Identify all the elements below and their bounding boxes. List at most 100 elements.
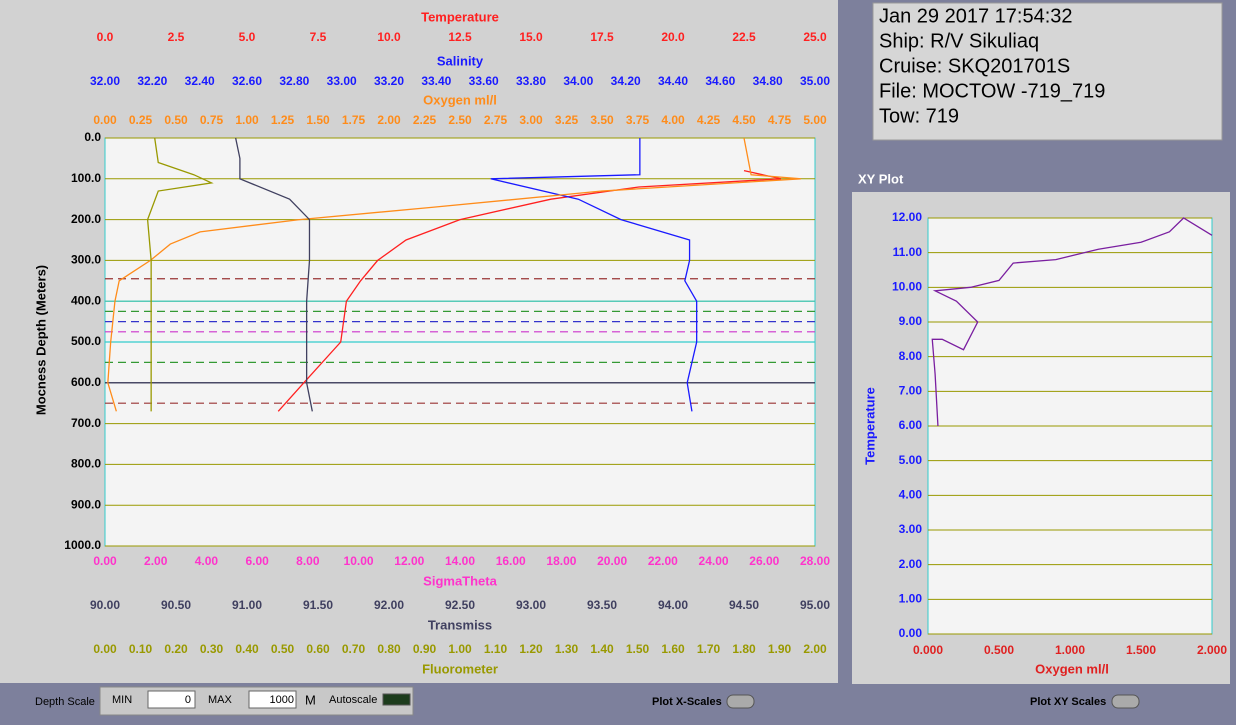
x-tick-label: 0.50 [271,642,295,656]
x-tick-label: 3.25 [555,113,579,127]
x-tick-label: 1.40 [590,642,614,656]
x-tick-label: 1.10 [484,642,508,656]
x-tick-label: 0.00 [93,554,117,568]
x-tick-label: 34.20 [611,74,641,88]
x-tick-label: 32.80 [279,74,309,88]
input-value: 1000 [270,694,294,706]
max-input[interactable] [248,690,297,709]
x-tick-label: 1.50 [306,113,330,127]
y-axis-title: Mocness Depth (Meters) [33,265,48,415]
y-tick-label: 900.0 [71,497,101,511]
x-tick-label: 34.60 [705,74,735,88]
x-tick-label: 4.00 [661,113,685,127]
x-tick-label: 0.000 [913,643,943,657]
x-tick-label: 3.50 [590,113,614,127]
x-tick-label: 1.60 [661,642,685,656]
y-tick-label: 6.00 [899,418,923,432]
x-tick-label: 1.70 [697,642,721,656]
x-tick-label: 35.00 [800,74,830,88]
y-tick-label: 0.0 [84,130,101,144]
x-tick-label: 0.40 [235,642,259,656]
x-tick-label: 4.25 [697,113,721,127]
x-tick-label: 8.00 [296,554,320,568]
x-tick-label: 34.80 [753,74,783,88]
y-tick-label: 500.0 [71,334,101,348]
x-tick-label: 94.50 [729,598,759,612]
x-tick-label: 2.00 [377,113,401,127]
x-tick-label: 33.60 [469,74,499,88]
x-tick-label: 3.75 [626,113,650,127]
toggle[interactable] [1111,694,1140,709]
label: Plot XY Scales [1030,696,1106,708]
x-tick-label: 2.00 [803,642,827,656]
y-axis-title: Temperature [862,387,877,465]
y-tick-label: 2.00 [899,557,923,571]
x-tick-label: 1.00 [448,642,472,656]
x-tick-label: 14.00 [445,554,475,568]
y-tick-label: 10.00 [892,280,922,294]
label: Autoscale [329,694,377,706]
x-tick-label: 0.20 [164,642,188,656]
y-tick-label: 11.00 [893,245,923,259]
x-tick-label: 1.75 [342,113,366,127]
x-tick-label: 1.000 [1055,643,1085,657]
x-tick-label: 33.40 [421,74,451,88]
x-tick-label: 5.0 [239,30,256,44]
y-tick-label: 1000.0 [64,538,101,552]
x-tick-label: 93.50 [587,598,617,612]
y-tick-label: 7.00 [899,384,923,398]
y-tick-label: 5.00 [899,453,923,467]
x-tick-label: 93.00 [516,598,546,612]
x-tick-label: 3.00 [519,113,543,127]
x-axis-title: Fluorometer [422,661,498,676]
x-tick-label: 0.00 [93,113,117,127]
y-tick-label: 800.0 [71,457,101,471]
x-tick-label: 2.5 [168,30,185,44]
y-tick-label: 400.0 [71,293,101,307]
x-tick-label: 12.00 [394,554,424,568]
y-tick-label: 3.00 [899,522,923,536]
x-tick-label: 24.00 [699,554,729,568]
info-line: Jan 29 2017 17:54:32 [879,5,1073,27]
x-tick-label: 6.00 [245,554,269,568]
y-tick-label: 700.0 [71,416,101,430]
x-tick-label: 22.5 [732,30,756,44]
x-tick-label: 1.80 [732,642,756,656]
x-tick-label: 4.75 [768,113,792,127]
x-tick-label: 0.60 [306,642,330,656]
data-line [931,217,1213,427]
x-tick-label: 10.0 [377,30,401,44]
y-tick-label: 300.0 [71,253,101,267]
info-line: File: MOCTOW -719_719 [879,80,1105,102]
label: Depth Scale [35,696,95,708]
x-tick-label: 32.60 [232,74,262,88]
x-tick-label: 92.50 [445,598,475,612]
x-tick-label: 16.00 [496,554,526,568]
toggle[interactable] [726,694,755,709]
x-tick-label: 0.500 [984,643,1014,657]
y-tick-label: 1.00 [899,592,923,606]
y-tick-label: 200.0 [71,212,101,226]
x-tick-label: 1.500 [1126,643,1156,657]
x-tick-label: 5.00 [803,113,827,127]
x-tick-label: 2.75 [484,113,508,127]
y-tick-label: 600.0 [71,375,101,389]
x-tick-label: 7.5 [310,30,327,44]
x-tick-label: 10.00 [344,554,374,568]
x-axis-title: Transmiss [428,617,492,632]
x-tick-label: 26.00 [749,554,779,568]
x-tick-label: 25.0 [803,30,827,44]
data-line [107,137,801,412]
x-tick-label: 94.00 [658,598,688,612]
min-input[interactable] [147,690,196,709]
x-tick-label: 2.000 [1197,643,1227,657]
x-tick-label: 34.00 [563,74,593,88]
x-tick-label: 1.30 [555,642,579,656]
x-tick-label: 34.40 [658,74,688,88]
x-tick-label: 0.70 [342,642,366,656]
autoscale-led[interactable] [382,693,411,706]
info-line: Ship: R/V Sikuliaq [879,30,1039,52]
x-axis-title: Salinity [437,53,484,68]
y-tick-label: 12.00 [892,210,922,224]
